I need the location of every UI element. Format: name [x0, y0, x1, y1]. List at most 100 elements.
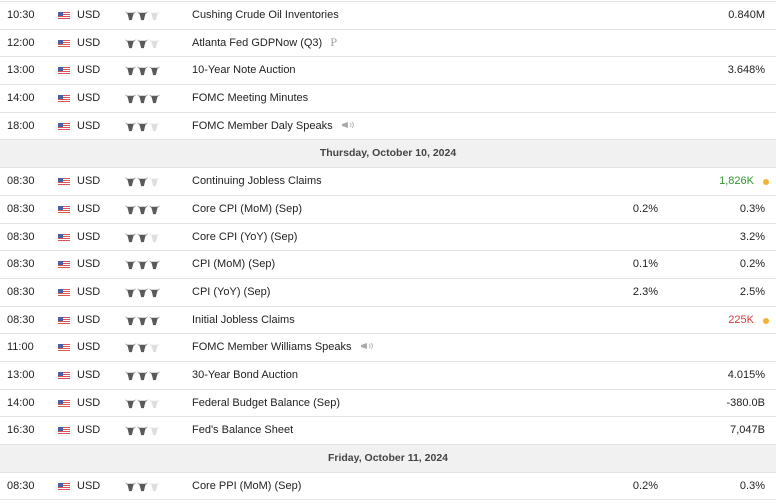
event-name-text[interactable]: Cushing Crude Oil Inventories	[192, 9, 339, 21]
event-name[interactable]: Atlanta Fed GDPNow (Q3) P	[192, 30, 337, 58]
event-time: 10:30	[7, 9, 35, 21]
event-name-text[interactable]: CPI (MoM) (Sep)	[192, 258, 276, 271]
bull-icon	[125, 398, 136, 408]
event-time: 08:30	[7, 479, 35, 492]
forecast-value: 2.3%	[632, 285, 658, 298]
event-row[interactable]: 10:30 USD Cushing Crude Oil Inventories …	[0, 2, 776, 30]
previous-value: 0.3%	[739, 202, 765, 215]
event-row[interactable]: 11:00 USD FOMC Member Williams Speaks	[0, 334, 776, 362]
event-name[interactable]: Core CPI (MoM) (Sep)	[192, 196, 302, 223]
event-name-text[interactable]: Core CPI (MoM) (Sep)	[192, 202, 303, 215]
bull-icon	[149, 481, 160, 491]
bull-icon	[125, 343, 136, 353]
event-name[interactable]: CPI (YoY) (Sep)	[192, 279, 270, 306]
bull-icon	[137, 93, 148, 104]
event-row[interactable]: 08:30 USD Core PPI (MoM) (Sep) 0.2% 0.3%	[0, 472, 776, 501]
bull-icon	[137, 232, 148, 242]
previous-value: 4.015%	[727, 368, 765, 381]
bull-icon	[149, 66, 160, 76]
previous-value: 3.2%	[739, 230, 765, 243]
event-name[interactable]: FOMC Member Daly Speaks	[192, 113, 355, 141]
event-time: 13:00	[7, 64, 35, 77]
event-name[interactable]: CPI (MoM) (Sep)	[192, 251, 275, 278]
event-name[interactable]: FOMC Member Williams Speaks	[192, 334, 374, 362]
us-flag-icon	[58, 122, 70, 131]
event-row[interactable]: 08:30 USD Core CPI (YoY) (Sep) 3.2%	[0, 223, 776, 252]
event-name[interactable]: Cushing Crude Oil Inventories	[192, 2, 339, 29]
speech-icon	[341, 114, 355, 141]
event-time: 08:30	[7, 230, 35, 243]
forecast-value: 0.2%	[632, 479, 658, 492]
event-name-text[interactable]: Atlanta Fed GDPNow (Q3)	[192, 36, 323, 49]
event-name-text[interactable]: Continuing Jobless Claims	[192, 175, 322, 188]
bull-icon	[149, 398, 160, 408]
bull-icon	[149, 343, 160, 353]
previous-value: 2.5%	[739, 285, 765, 298]
currency: USD	[77, 285, 101, 298]
revision-dot-icon	[763, 179, 769, 186]
previous-value: 1,826K	[719, 175, 754, 188]
bull-icon	[125, 260, 136, 270]
event-row[interactable]: 14:00 USD FOMC Meeting Minutes	[0, 85, 776, 113]
event-name[interactable]: Core PPI (MoM) (Sep)	[192, 473, 301, 500]
event-row[interactable]: 08:30 USD Core CPI (MoM) (Sep) 0.2% 0.3%	[0, 195, 776, 224]
event-time: 12:00	[7, 36, 35, 49]
event-name[interactable]: FOMC Meeting Minutes	[192, 85, 308, 112]
event-row[interactable]: 13:00 USD 10-Year Note Auction 3.648%	[0, 57, 776, 86]
event-row[interactable]: 14:00 USD Federal Budget Balance (Sep) -…	[0, 389, 776, 418]
previous-value: 225K	[728, 313, 754, 326]
currency: USD	[77, 258, 101, 271]
event-row[interactable]: 08:30 USD CPI (YoY) (Sep) 2.3% 2.5%	[0, 278, 776, 307]
event-name-text[interactable]: FOMC Member Williams Speaks	[192, 341, 352, 354]
event-name[interactable]: 30-Year Bond Auction	[192, 362, 298, 389]
importance-rating	[125, 176, 160, 187]
event-row[interactable]: 12:00 USD Atlanta Fed GDPNow (Q3) P	[0, 29, 776, 58]
bull-icon	[149, 38, 160, 48]
event-row[interactable]: 18:00 USD FOMC Member Daly Speaks	[0, 112, 776, 141]
event-name[interactable]: Fed's Balance Sheet	[192, 417, 293, 444]
bull-icon	[137, 481, 148, 491]
event-name-text[interactable]: Initial Jobless Claims	[192, 313, 295, 326]
event-name-text[interactable]: 10-Year Note Auction	[192, 64, 296, 77]
event-row[interactable]: 08:30 USD Continuing Jobless Claims 1,82…	[0, 168, 776, 196]
event-time: 16:30	[7, 424, 35, 437]
event-name[interactable]: Core CPI (YoY) (Sep)	[192, 224, 297, 251]
event-name[interactable]: Continuing Jobless Claims	[192, 168, 322, 195]
event-time: 14:00	[7, 92, 35, 105]
event-name-text[interactable]: CPI (YoY) (Sep)	[192, 285, 271, 298]
importance-rating	[125, 121, 160, 132]
event-name-text[interactable]: Federal Budget Balance (Sep)	[192, 396, 340, 409]
forecast-value: 0.2%	[632, 202, 658, 215]
us-flag-icon	[58, 178, 70, 187]
importance-rating	[125, 259, 160, 270]
currency: USD	[77, 424, 101, 437]
event-name-text[interactable]: 30-Year Bond Auction	[192, 368, 299, 381]
event-row[interactable]: 08:30 USD Initial Jobless Claims 225K	[0, 306, 776, 335]
event-row[interactable]: 08:30 USD CPI (MoM) (Sep) 0.1% 0.2%	[0, 251, 776, 279]
bull-icon	[149, 232, 160, 242]
previous-value: 0.3%	[739, 479, 765, 492]
us-flag-icon	[58, 482, 70, 491]
event-name-text[interactable]: FOMC Meeting Minutes	[192, 92, 309, 105]
bull-icon	[149, 260, 160, 270]
event-row[interactable]: 16:30 USD Fed's Balance Sheet 7,047B	[0, 417, 776, 445]
event-name-text[interactable]: Core PPI (MoM) (Sep)	[192, 479, 302, 492]
event-time: 08:30	[7, 202, 35, 215]
event-name-text[interactable]: Core CPI (YoY) (Sep)	[192, 230, 298, 243]
event-row[interactable]: 13:00 USD 30-Year Bond Auction 4.015%	[0, 361, 776, 390]
bull-icon	[149, 10, 160, 21]
event-name-text[interactable]: FOMC Member Daly Speaks	[192, 119, 333, 132]
bull-icon	[125, 177, 136, 187]
event-name[interactable]: Initial Jobless Claims	[192, 307, 295, 334]
importance-rating	[125, 425, 160, 436]
event-name-text[interactable]: Fed's Balance Sheet	[192, 424, 294, 437]
bull-icon	[137, 398, 148, 408]
event-name[interactable]: 10-Year Note Auction	[192, 57, 296, 84]
previous-value: 7,047B	[730, 424, 765, 437]
bull-icon	[149, 177, 160, 187]
event-time: 18:00	[7, 119, 35, 132]
event-time: 11:00	[7, 341, 34, 354]
event-time: 08:30	[7, 175, 35, 188]
event-name[interactable]: Federal Budget Balance (Sep)	[192, 390, 340, 417]
us-flag-icon	[58, 427, 70, 436]
